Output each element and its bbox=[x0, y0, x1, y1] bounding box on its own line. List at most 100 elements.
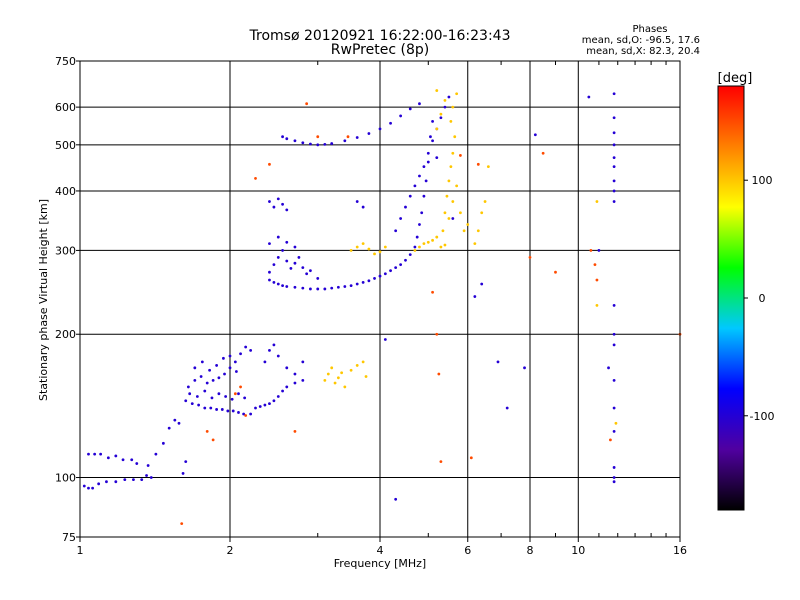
data-point bbox=[408, 194, 412, 198]
data-point bbox=[343, 139, 347, 143]
data-point bbox=[426, 151, 430, 155]
data-point bbox=[607, 366, 610, 370]
data-point bbox=[447, 95, 451, 99]
data-point bbox=[105, 480, 108, 484]
data-point bbox=[367, 279, 371, 283]
data-point bbox=[422, 194, 426, 198]
data-point bbox=[367, 247, 371, 251]
data-point bbox=[323, 287, 327, 291]
data-point bbox=[316, 287, 320, 291]
data-point bbox=[612, 480, 616, 484]
data-point bbox=[422, 242, 426, 246]
data-point bbox=[285, 385, 289, 389]
data-point bbox=[184, 399, 188, 403]
data-point bbox=[523, 366, 526, 370]
data-point bbox=[234, 370, 238, 373]
data-point bbox=[237, 411, 240, 414]
data-point bbox=[609, 438, 612, 442]
y-tick-label: 100 bbox=[55, 472, 76, 485]
data-point bbox=[415, 235, 419, 239]
data-point bbox=[230, 397, 234, 401]
data-point bbox=[203, 389, 207, 393]
data-point bbox=[316, 277, 320, 280]
data-point bbox=[595, 278, 599, 282]
data-point bbox=[435, 127, 439, 131]
data-point bbox=[135, 462, 139, 465]
data-point bbox=[595, 303, 599, 307]
data-point bbox=[361, 242, 365, 246]
colorbar-tick-label: 0 bbox=[759, 292, 766, 305]
data-point bbox=[173, 418, 177, 422]
data-point bbox=[426, 240, 430, 244]
data-point bbox=[244, 345, 248, 349]
data-point bbox=[447, 217, 451, 220]
colorbar: [deg] 100 0 -100 bbox=[717, 71, 774, 511]
data-point bbox=[473, 295, 477, 298]
data-point bbox=[389, 269, 392, 273]
data-point bbox=[383, 338, 387, 341]
x-tick-label: 2 bbox=[227, 544, 234, 557]
data-point bbox=[612, 466, 616, 469]
data-point bbox=[215, 364, 219, 367]
grid-lines bbox=[79, 60, 681, 538]
data-point bbox=[140, 478, 144, 482]
data-point bbox=[197, 403, 201, 407]
data-point bbox=[272, 281, 276, 284]
data-point bbox=[431, 238, 434, 242]
data-point bbox=[480, 211, 484, 215]
data-point bbox=[435, 89, 439, 92]
data-point bbox=[188, 392, 192, 396]
data-point bbox=[239, 385, 242, 389]
data-point bbox=[281, 135, 284, 139]
data-point bbox=[480, 282, 484, 286]
data-point bbox=[243, 396, 247, 400]
data-point bbox=[186, 385, 190, 389]
data-point bbox=[408, 253, 412, 256]
data-point bbox=[217, 376, 221, 380]
data-point bbox=[285, 259, 289, 263]
data-point bbox=[268, 270, 271, 274]
data-point bbox=[389, 121, 392, 125]
data-point bbox=[355, 364, 359, 367]
data-point bbox=[91, 486, 95, 490]
y-tick-label: 400 bbox=[55, 185, 76, 198]
data-point bbox=[451, 200, 455, 203]
data-point bbox=[208, 368, 211, 372]
data-point bbox=[505, 406, 509, 410]
data-point bbox=[554, 270, 557, 274]
data-point bbox=[249, 412, 253, 416]
data-point bbox=[355, 282, 359, 286]
data-point bbox=[435, 156, 439, 160]
data-point bbox=[281, 249, 284, 252]
data-point bbox=[541, 151, 545, 155]
data-point bbox=[378, 127, 382, 131]
data-point bbox=[451, 151, 455, 155]
data-point bbox=[443, 243, 447, 247]
data-point bbox=[228, 354, 232, 358]
data-point bbox=[121, 458, 125, 462]
data-point bbox=[123, 478, 127, 482]
data-point bbox=[268, 200, 271, 203]
y-axis-ticks: 75 100 200 300 400 500 600 750 bbox=[55, 55, 80, 544]
data-point bbox=[276, 235, 280, 239]
data-point bbox=[93, 452, 97, 456]
data-point bbox=[228, 366, 232, 370]
data-point bbox=[285, 208, 289, 212]
data-point bbox=[97, 482, 101, 486]
data-point bbox=[309, 287, 312, 291]
legend-title: Phases bbox=[632, 24, 667, 35]
data-point bbox=[364, 375, 368, 378]
data-point bbox=[431, 119, 434, 123]
data-point bbox=[293, 372, 297, 376]
data-point bbox=[431, 290, 434, 294]
data-point bbox=[394, 229, 398, 233]
data-point bbox=[276, 282, 280, 286]
x-tick-label: 8 bbox=[527, 544, 534, 557]
data-point bbox=[441, 229, 445, 233]
data-point bbox=[281, 284, 284, 288]
data-point bbox=[612, 116, 616, 120]
data-point bbox=[437, 372, 441, 376]
data-point bbox=[309, 142, 312, 146]
data-point bbox=[399, 263, 403, 267]
data-point bbox=[244, 414, 248, 417]
